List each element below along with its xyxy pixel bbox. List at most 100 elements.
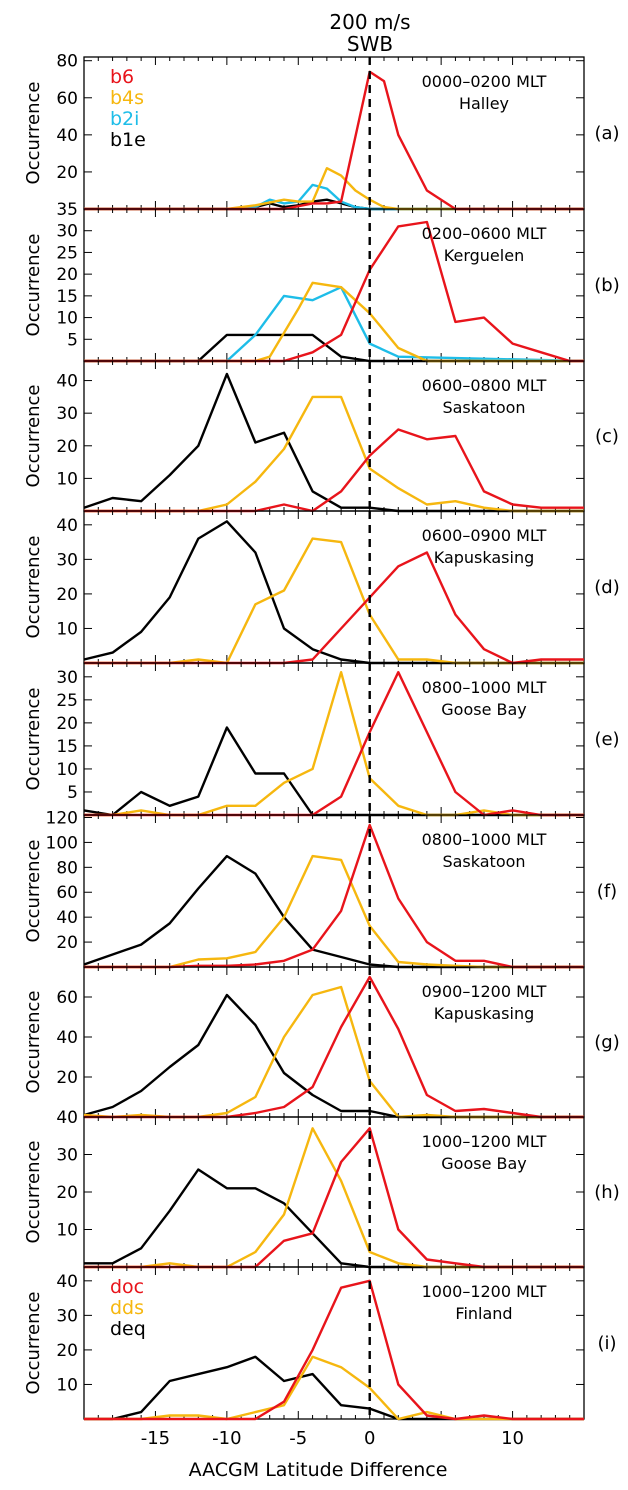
panel-d: 10 20 30 40 Occurrence 0600–0900 MLT Kapuskasi… (23, 510, 620, 665)
panel-frame (83, 1266, 585, 1420)
legend-entry-b1e: b1e (110, 129, 146, 151)
y-tick-label: 60 (56, 89, 78, 109)
x-axis-label: AACGM Latitude Difference (189, 1459, 448, 1481)
station-label: Saskatoon (442, 398, 525, 417)
y-tick-label: 120 (46, 808, 78, 828)
series-line-b4s (84, 395, 584, 513)
y-tick-label: 20 (56, 933, 78, 953)
mlt-label: 0600–0900 MLT (422, 526, 547, 545)
y-tick-label: 40 (56, 1028, 78, 1048)
legend-entry-deq: deq (110, 1318, 146, 1340)
panel-e: 5 10 15 20 25 30 Occurrence 0800–1000 MLT Goose … (23, 662, 620, 817)
legend-entry-b2i: b2i (110, 108, 139, 130)
series-line-b4s (84, 854, 584, 969)
y-axis-label: Occurrence (23, 234, 44, 337)
y-tick-label: 10 (56, 760, 78, 780)
series-line-dds (84, 1355, 584, 1421)
station-label: Kerguelen (444, 246, 524, 265)
series-line-b4s (84, 166, 584, 211)
y-tick-label: 10 (56, 619, 78, 639)
y-tick-label: 20 (56, 1341, 78, 1361)
series-line-b6 (84, 220, 584, 363)
panel-letter: (g) (594, 1032, 619, 1053)
legend-entry-dds: dds (110, 1297, 144, 1319)
panel-c: 10 20 30 40 Occurrence 0600–0800 MLT Saskatoon… (23, 360, 619, 513)
y-tick-label: 30 (56, 222, 78, 242)
y-axis-label: Occurrence (23, 840, 44, 943)
y-axis-label: Occurrence (23, 688, 44, 791)
y-tick-label: 10 (56, 309, 78, 329)
y-tick-label: 5 (67, 783, 78, 803)
series-line-deq (84, 1355, 584, 1421)
x-tick-label: 10 (501, 1428, 524, 1449)
y-axis-label: Occurrence (23, 536, 44, 639)
y-tick-label: 40 (56, 1108, 78, 1128)
x-tick-label: 0 (364, 1428, 375, 1449)
y-tick-label: 20 (56, 265, 78, 285)
y-tick-label: 20 (56, 163, 78, 183)
x-tick-label: -15 (141, 1428, 170, 1449)
y-tick-label: 100 (46, 833, 78, 853)
y-tick-label: 35 (56, 200, 78, 220)
station-label: Saskatoon (442, 852, 525, 871)
speed-title: 200 m/s (329, 10, 410, 34)
x-tick-label: -10 (212, 1428, 241, 1449)
panel-letter: (e) (594, 729, 619, 750)
y-tick-label: 30 (56, 668, 78, 688)
series-line-b4s (84, 671, 584, 817)
mlt-label: 0000–0200 MLT (422, 72, 547, 91)
y-tick-label: 40 (56, 1272, 78, 1292)
y-tick-label: 20 (56, 1068, 78, 1088)
y-tick-label: 40 (56, 372, 78, 392)
legend-entry-doc: doc (110, 1276, 144, 1298)
panel-letter: (d) (594, 577, 619, 598)
y-tick-label: 20 (56, 437, 78, 457)
series-line-b1e (84, 1168, 584, 1269)
y-tick-label: 15 (56, 287, 78, 307)
y-tick-label: 40 (56, 908, 78, 928)
panels: 20 40 60 80 Occurrence 0000–0200 MLT Halley (a)… (23, 52, 620, 1421)
panel-i: 10 20 30 40 Occurrence 1000–1200 MLT Finland (i… (23, 1266, 617, 1421)
y-tick-label: 60 (56, 988, 78, 1008)
y-axis-label: Occurrence (23, 991, 44, 1094)
panel-letter: (i) (597, 1333, 616, 1354)
panel-letter: (a) (594, 123, 619, 144)
panel-letter: (f) (597, 881, 617, 902)
y-tick-label: 20 (56, 585, 78, 605)
series-line-b4s (83, 985, 584, 1119)
y-tick-label: 10 (56, 469, 78, 489)
y-tick-label: 80 (56, 858, 78, 878)
y-tick-label: 25 (56, 691, 78, 711)
y-tick-label: 30 (56, 1306, 78, 1326)
x-tick-label: -5 (289, 1428, 307, 1449)
legend-entry-b4s: b4s (110, 87, 144, 109)
series-line-b6 (84, 428, 584, 513)
panel-g: 20 40 60 Occurrence 0900–1200 MLT Kapuskasing… (23, 966, 620, 1119)
series-line-b4s (84, 537, 584, 665)
station-label: Goose Bay (441, 700, 527, 719)
series-line-b4s (84, 281, 584, 363)
series-line-b2i (84, 183, 584, 211)
station-label: Kapuskasing (434, 1004, 535, 1023)
y-axis-label: Occurrence (23, 1141, 44, 1244)
panel-h: 10 20 30 40 Occurrence 1000–1200 MLT Goose Bay… (23, 1108, 620, 1269)
series-line-b6 (84, 975, 584, 1119)
series-line-b1e (84, 198, 584, 211)
y-tick-label: 80 (56, 52, 78, 72)
y-tick-label: 60 (56, 883, 78, 903)
y-tick-label: 30 (56, 550, 78, 570)
series-line-b2i (84, 286, 585, 363)
y-tick-label: 10 (56, 1221, 78, 1241)
mlt-label: 1000–1200 MLT (422, 1282, 547, 1301)
panel-letter: (h) (594, 1182, 619, 1203)
mlt-label: 0800–1000 MLT (422, 830, 547, 849)
station-label: Halley (459, 94, 509, 113)
station-label: Kapuskasing (434, 548, 535, 567)
y-axis-label: Occurrence (23, 1292, 44, 1395)
x-axis-tick-labels: -15 -10 -5 0 10 (141, 1428, 524, 1449)
station-label: Goose Bay (441, 1154, 527, 1173)
series-line-b1e (83, 854, 584, 969)
